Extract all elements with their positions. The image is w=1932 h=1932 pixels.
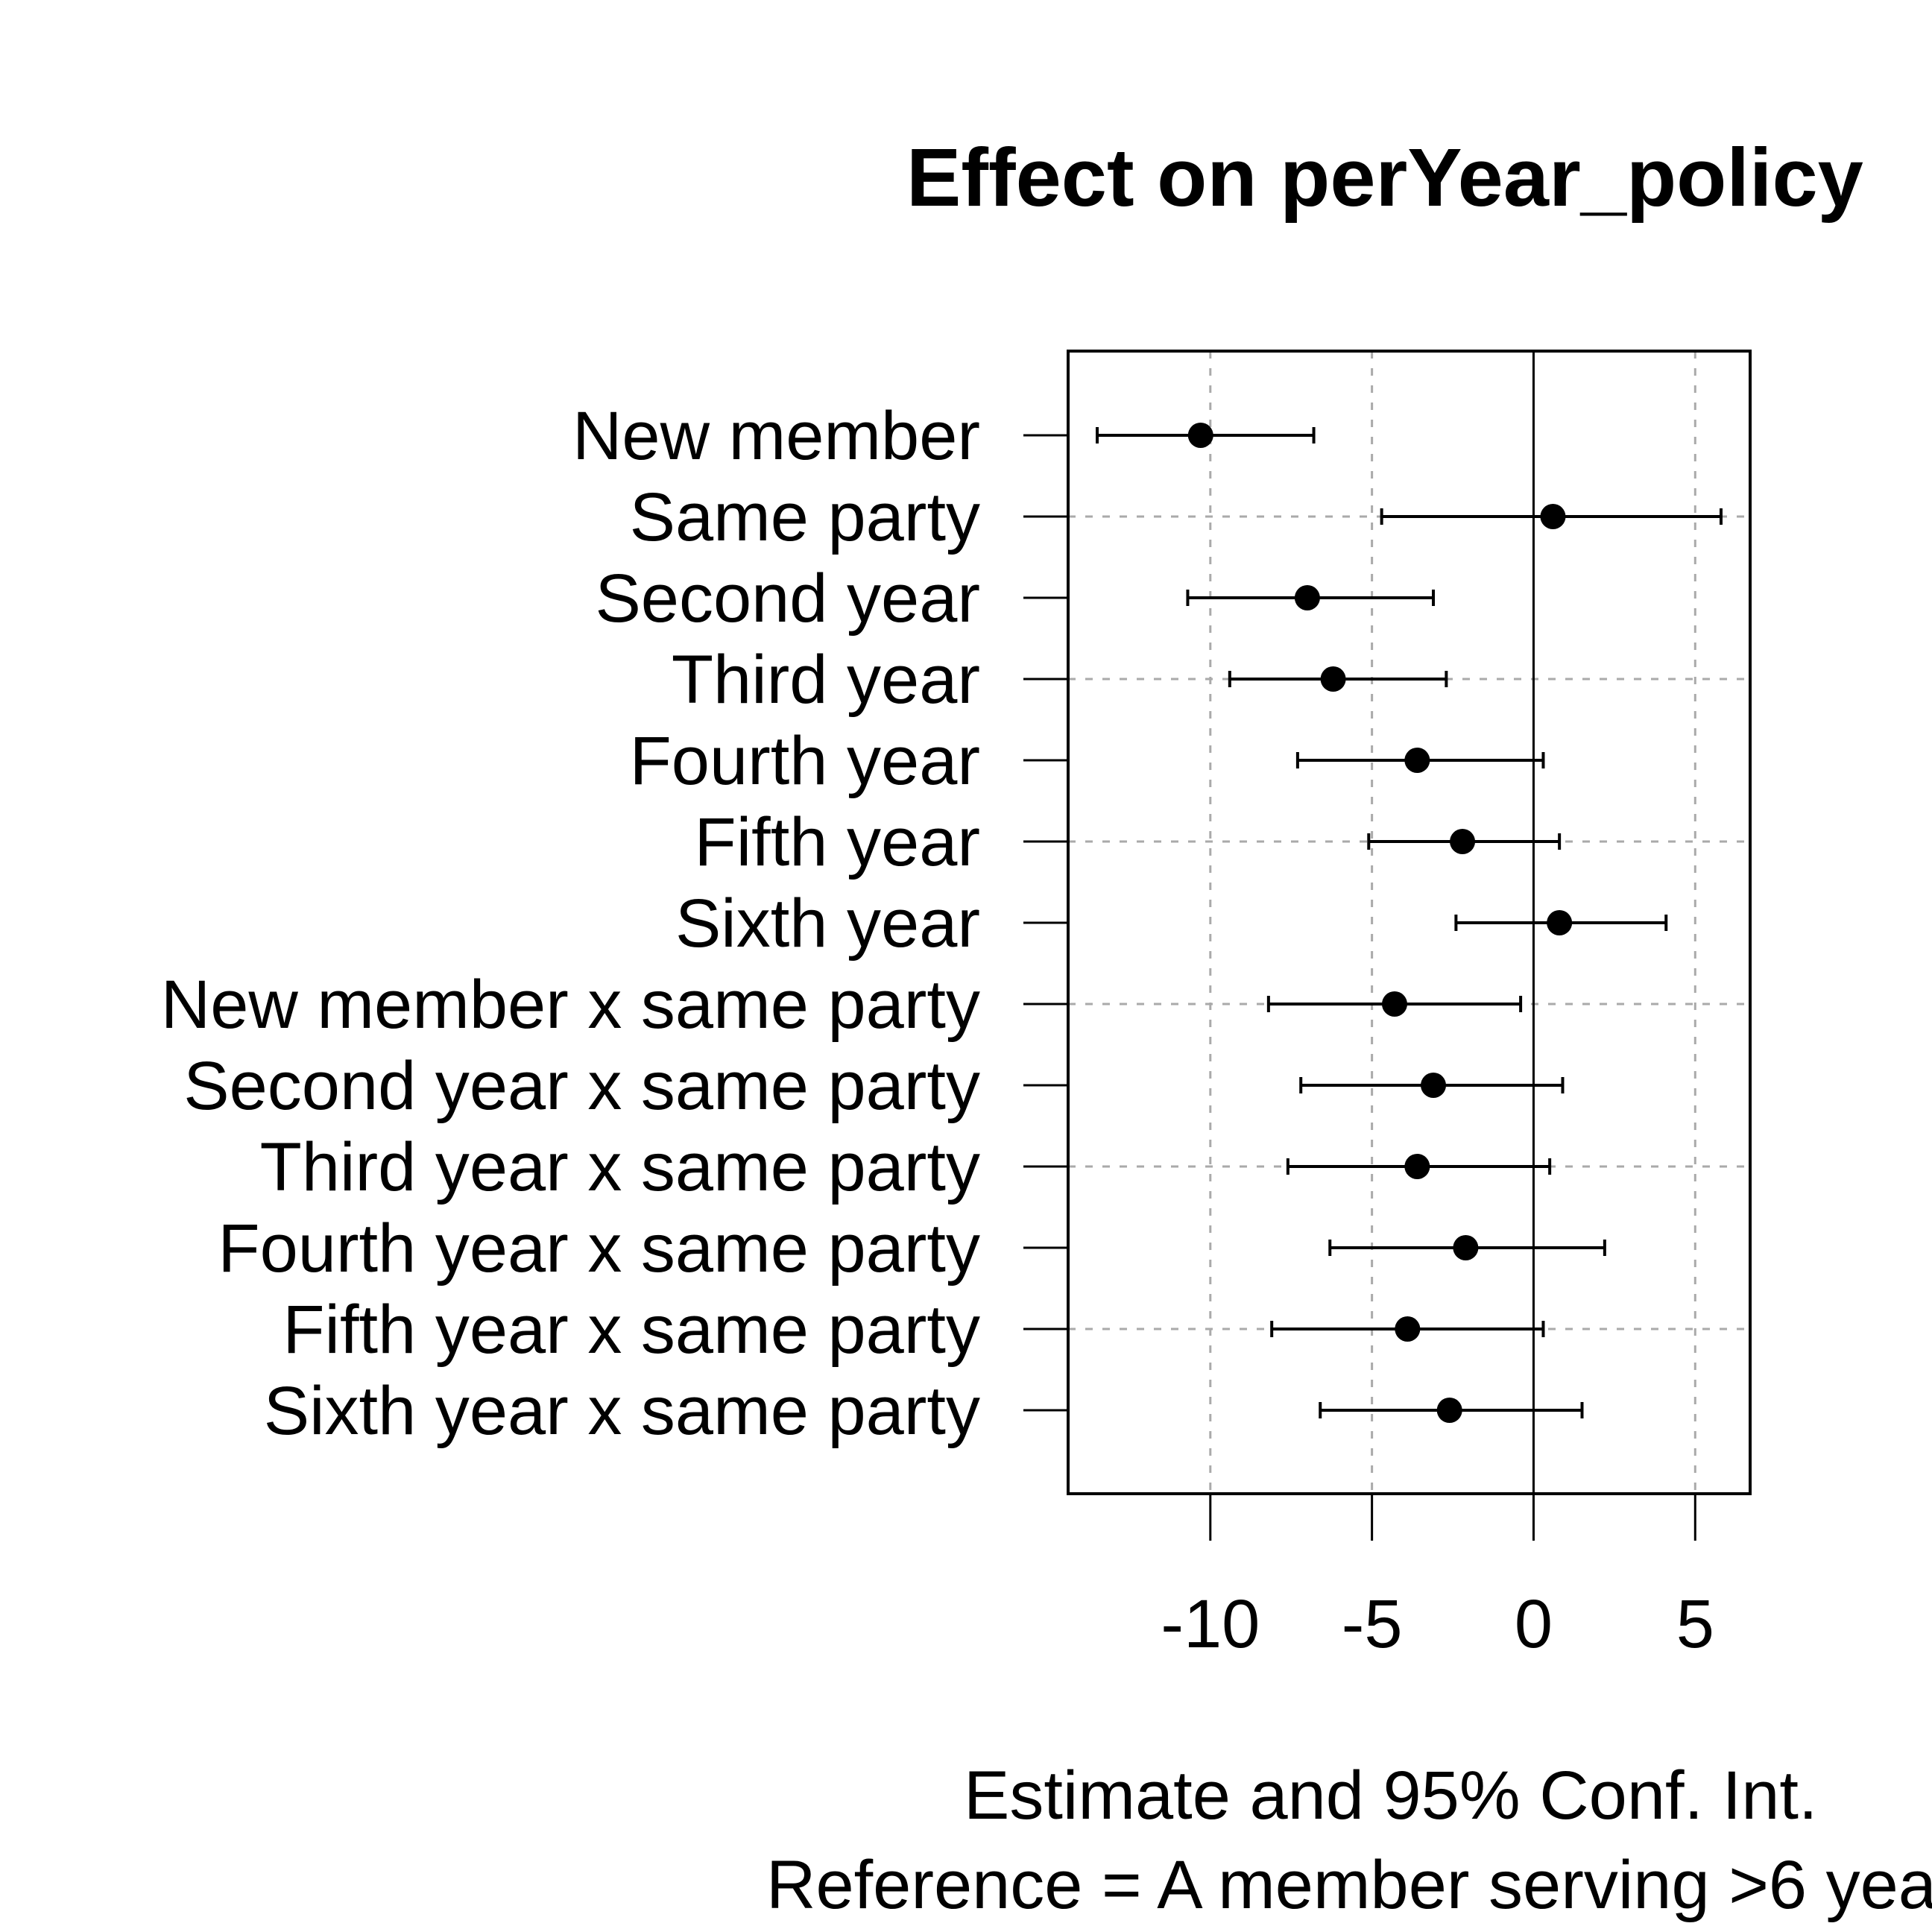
- data-series: [1096, 351, 1723, 1494]
- y-tick-label: Third year x same party: [260, 1129, 980, 1205]
- y-tick-label: Sixth year: [675, 886, 980, 962]
- estimate-point: [1450, 829, 1476, 854]
- y-tick-label: Third year: [672, 642, 980, 718]
- estimate-point: [1320, 666, 1346, 692]
- x-axis-reference-label: Reference = A member serving >6 years: [766, 1847, 1932, 1923]
- estimate-point: [1187, 423, 1213, 448]
- x-tick-label: 0: [1515, 1586, 1553, 1662]
- estimate-point: [1294, 585, 1320, 610]
- estimate-point: [1540, 504, 1566, 529]
- x-axis-label: Estimate and 95% Conf. Int.: [964, 1758, 1818, 1834]
- estimate-point: [1421, 1073, 1447, 1098]
- y-tick-label: Second year: [595, 561, 980, 637]
- y-tick-label: Second year x same party: [183, 1048, 980, 1124]
- x-tick-label: -10: [1161, 1586, 1260, 1662]
- y-tick-label: Fourth year x same party: [218, 1210, 980, 1287]
- y-tick-label: Same party: [630, 479, 980, 555]
- y-tick-label: New member: [572, 398, 980, 474]
- estimate-point: [1395, 1316, 1421, 1342]
- estimate-point: [1404, 748, 1430, 773]
- x-tick-label: 5: [1676, 1586, 1714, 1662]
- chart-title: Effect on perYear_policy: [906, 132, 1863, 224]
- y-tick-label: Fourth year: [630, 723, 980, 799]
- x-tick-label: -5: [1342, 1586, 1403, 1662]
- y-tick-label: Fifth year: [695, 804, 980, 880]
- estimate-point: [1381, 991, 1407, 1017]
- estimate-point: [1547, 910, 1573, 935]
- estimate-point: [1436, 1398, 1462, 1423]
- estimate-point: [1453, 1235, 1479, 1260]
- y-tick-label: Fifth year x same party: [282, 1292, 980, 1368]
- y-tick-label: New member x same party: [161, 967, 980, 1043]
- x-axis: -10 -5 0 5: [1161, 1494, 1714, 1662]
- estimate-point: [1404, 1154, 1430, 1179]
- y-tick-label: Sixth year x same party: [264, 1373, 980, 1449]
